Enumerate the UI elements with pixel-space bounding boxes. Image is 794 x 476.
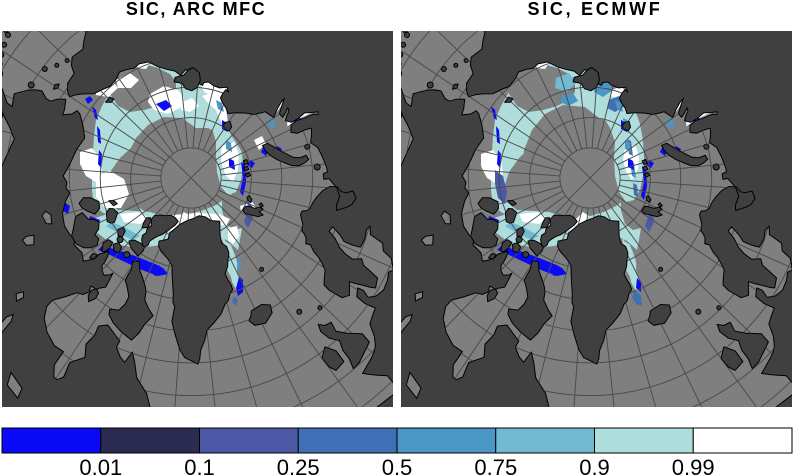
svg-text:0.5: 0.5 [382,455,413,476]
svg-text:0.01: 0.01 [79,455,122,476]
svg-text:SIC, ECMWF: SIC, ECMWF [528,0,663,19]
svg-text:0.1: 0.1 [184,455,215,476]
svg-text:0.25: 0.25 [277,455,320,476]
svg-text:0.99: 0.99 [672,455,715,476]
svg-text:0.9: 0.9 [579,455,610,476]
svg-text:SIC, ARC MFC: SIC, ARC MFC [126,0,266,19]
svg-text:0.75: 0.75 [474,455,517,476]
